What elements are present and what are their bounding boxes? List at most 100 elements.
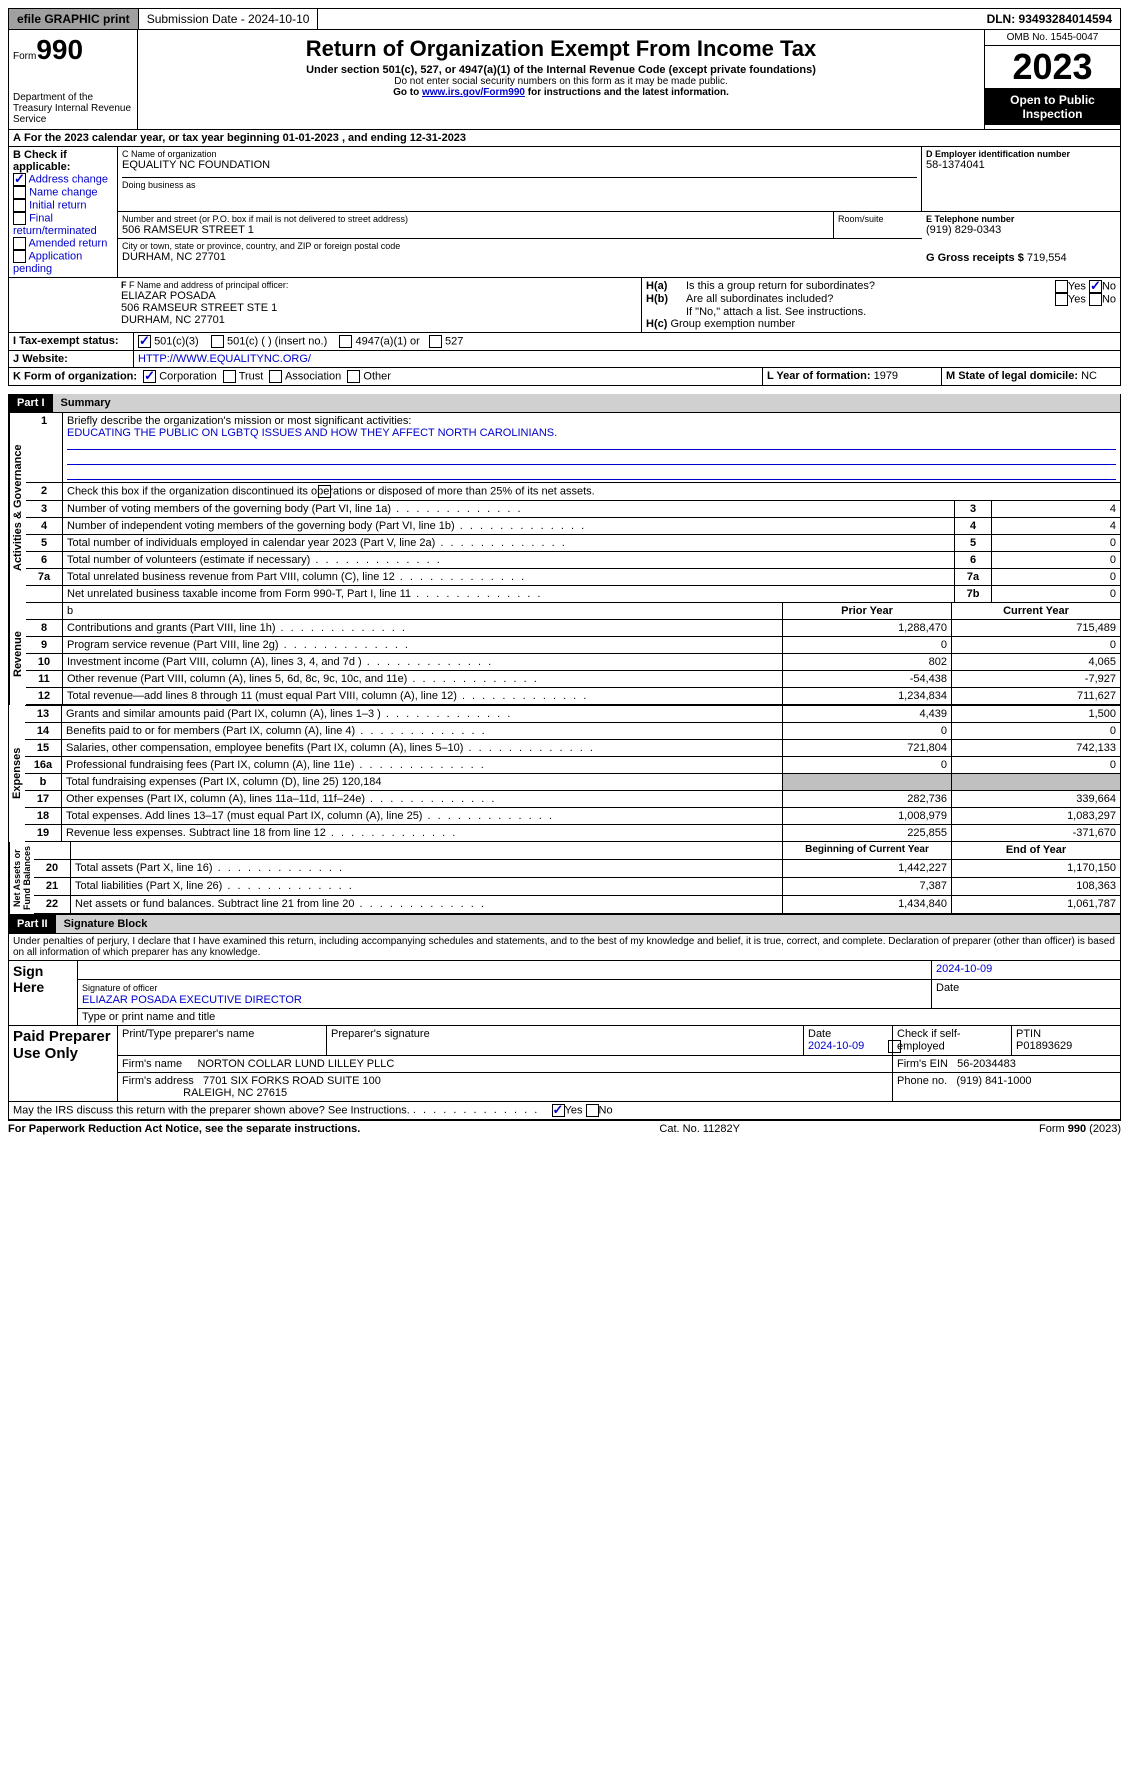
501c3-checkbox[interactable] — [138, 335, 151, 348]
paperwork-notice: For Paperwork Reduction Act Notice, see … — [8, 1123, 360, 1135]
firm-ein: 56-2034483 — [957, 1058, 1016, 1070]
tax-year: 2023 — [985, 46, 1120, 89]
prep-date: 2024-10-09 — [808, 1040, 864, 1052]
h-note: If "No," attach a list. See instructions… — [646, 306, 1116, 318]
dept-treasury: Department of the Treasury Internal Reve… — [13, 92, 133, 125]
b-checkbox-1[interactable] — [13, 186, 26, 199]
b-checkbox-4[interactable] — [13, 237, 26, 250]
room-label: Room/suite — [838, 214, 918, 224]
part1-label: Part I — [9, 394, 53, 412]
hb-no-checkbox[interactable] — [1089, 293, 1102, 306]
gov-section-label: Activities & Governance — [9, 413, 26, 603]
rev-section-label: Revenue — [9, 603, 26, 705]
telephone: (919) 829-0343 — [926, 224, 1116, 236]
h-a-label: H(a) — [646, 280, 686, 293]
dln: DLN: 93493284014594 — [979, 9, 1120, 29]
b-checkbox-5[interactable] — [13, 250, 26, 263]
501c-checkbox[interactable] — [211, 335, 224, 348]
h-c-label: H(c) — [646, 318, 667, 330]
sig-date: 2024-10-09 — [936, 963, 992, 975]
h-b-text: Are all subordinates included? — [686, 293, 1055, 306]
b-item-4: Amended return — [28, 237, 107, 249]
ein: 58-1374041 — [926, 159, 1116, 171]
city-state-zip: DURHAM, NC 27701 — [122, 251, 918, 263]
h-c-text: Group exemption number — [670, 318, 795, 330]
perjury-declaration: Under penalties of perjury, I declare th… — [8, 934, 1121, 961]
efile-print-button[interactable]: efile GRAPHIC print — [9, 9, 139, 29]
trust-checkbox[interactable] — [223, 370, 236, 383]
submission-date: Submission Date - 2024-10-10 — [139, 9, 319, 29]
prep-sig-label: Preparer's signature — [327, 1026, 804, 1056]
other-checkbox[interactable] — [347, 370, 360, 383]
topbar: efile GRAPHIC print Submission Date - 20… — [8, 8, 1121, 30]
part2-label: Part II — [9, 915, 56, 933]
officer-name: ELIAZAR POSADA EXECUTIVE DIRECTOR — [82, 994, 302, 1006]
ha-no-checkbox[interactable] — [1089, 280, 1102, 293]
discuss-no-checkbox[interactable] — [586, 1104, 599, 1117]
omb-number: OMB No. 1545-0047 — [985, 30, 1120, 46]
b-item-2: Initial return — [29, 199, 86, 211]
firm-phone: (919) 841-1000 — [956, 1075, 1031, 1087]
org-name: EQUALITY NC FOUNDATION — [122, 159, 917, 171]
paid-preparer-label: Paid Preparer Use Only — [9, 1026, 118, 1101]
sig-officer-label: Signature of officer — [82, 983, 157, 993]
b-item-1: Name change — [29, 186, 98, 198]
b-checkbox-3[interactable] — [13, 212, 26, 225]
domicile-label: M State of legal domicile: — [946, 370, 1078, 382]
officer-line-0: ELIAZAR POSADA — [121, 290, 637, 302]
section-b-label: B Check if applicable: — [13, 149, 113, 173]
addr-label: Number and street (or P.O. box if mail i… — [122, 214, 829, 224]
website-link[interactable]: HTTP://WWW.EQUALITYNC.ORG/ — [138, 353, 311, 365]
self-employed-checkbox[interactable] — [888, 1040, 901, 1053]
form-number: Form990 — [13, 34, 133, 66]
corp-checkbox[interactable] — [143, 370, 156, 383]
current-year-header: Current Year — [952, 603, 1121, 620]
website-label: J Website: — [9, 351, 134, 367]
discuss-yes-checkbox[interactable] — [552, 1104, 565, 1117]
firm-addr1: 7701 SIX FORKS ROAD SUITE 100 — [203, 1075, 381, 1087]
ptin: P01893629 — [1016, 1040, 1072, 1052]
self-employed-label: Check if self-employed — [893, 1026, 1012, 1056]
irs-link[interactable]: www.irs.gov/Form990 — [422, 87, 525, 98]
part1-title: Summary — [53, 394, 1120, 412]
begin-year-header: Beginning of Current Year — [783, 842, 952, 859]
domicile-state: NC — [1081, 370, 1097, 382]
4947-checkbox[interactable] — [339, 335, 352, 348]
entity-block: B Check if applicable: Address change Na… — [8, 147, 1121, 278]
assoc-checkbox[interactable] — [269, 370, 282, 383]
b-checkbox-0[interactable] — [13, 173, 26, 186]
b-item-0: Address change — [28, 173, 108, 185]
ptin-label: PTIN — [1016, 1028, 1041, 1040]
h-a-text: Is this a group return for subordinates? — [686, 280, 1055, 293]
date-label: Date — [932, 980, 1121, 1009]
part2-title: Signature Block — [56, 915, 1120, 933]
line2-checkbox[interactable] — [318, 485, 331, 498]
line-a: A For the 2023 calendar year, or tax yea… — [9, 130, 1120, 146]
ha-yes-checkbox[interactable] — [1055, 280, 1068, 293]
form-header: Form990 Department of the Treasury Inter… — [8, 30, 1121, 130]
h-b-label: H(b) — [646, 293, 686, 306]
line2-text: Check this box if the organization disco… — [63, 483, 1121, 501]
end-year-header: End of Year — [952, 842, 1121, 859]
org-name-label: C Name of organization — [122, 149, 917, 159]
phone-label: E Telephone number — [926, 214, 1116, 224]
type-name-label: Type or print name and title — [78, 1009, 1120, 1026]
officer-line-2: DURHAM, NC 27701 — [121, 314, 637, 326]
b-checkbox-2[interactable] — [13, 199, 26, 212]
officer-line-1: 506 RAMSEUR STREET STE 1 — [121, 302, 637, 314]
form-subtitle: Under section 501(c), 527, or 4947(a)(1)… — [142, 64, 980, 76]
gross-receipts: 719,554 — [1027, 252, 1067, 264]
hb-yes-checkbox[interactable] — [1055, 293, 1068, 306]
dba-label: Doing business as — [122, 177, 917, 190]
formation-year: 1979 — [874, 370, 898, 382]
527-checkbox[interactable] — [429, 335, 442, 348]
tax-exempt-label: I Tax-exempt status: — [9, 333, 134, 350]
net-section-label: Net Assets orFund Balances — [9, 842, 34, 914]
form-title: Return of Organization Exempt From Incom… — [142, 36, 980, 62]
gross-receipts-label: G Gross receipts $ — [926, 252, 1024, 264]
sign-here-label: Sign Here — [9, 961, 78, 1025]
ssn-note: Do not enter social security numbers on … — [142, 76, 980, 87]
firm-addr2: RALEIGH, NC 27615 — [183, 1087, 287, 1099]
formation-label: L Year of formation: — [767, 370, 871, 382]
firm-name: NORTON COLLAR LUND LILLEY PLLC — [197, 1058, 394, 1070]
